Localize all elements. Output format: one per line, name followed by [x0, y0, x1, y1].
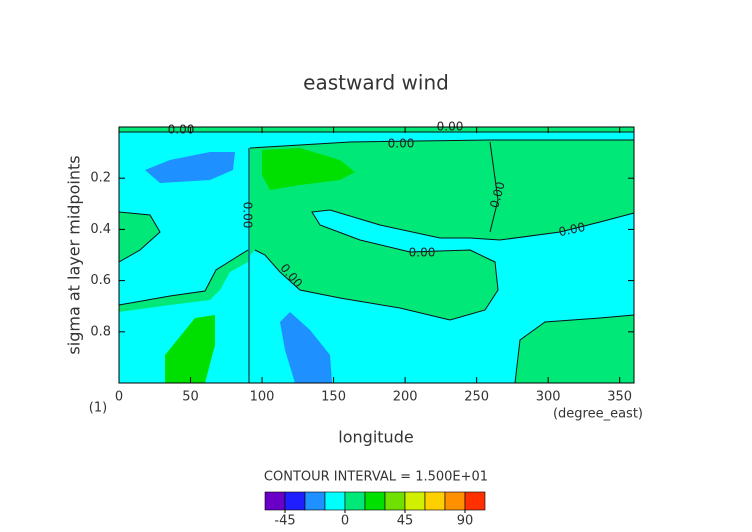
plot-frame — [118, 126, 635, 384]
contour-label: 0.00 — [557, 220, 586, 239]
y-tick-label: 0.4 — [90, 222, 111, 237]
colorbar-box — [324, 491, 346, 511]
x-axis-unit: (degree_east) — [553, 407, 643, 422]
contour-label: 0.00 — [409, 246, 436, 260]
contour-label: 0.00 — [168, 123, 195, 137]
x-tick-label: 50 — [182, 390, 199, 405]
contour-label: 0.00 — [388, 137, 415, 151]
region — [280, 312, 332, 383]
y-axis-unit: (1) — [89, 401, 107, 416]
x-tick-label: 150 — [321, 390, 346, 405]
region — [165, 315, 215, 383]
colorbar-box — [304, 491, 326, 511]
x-tick-label: 100 — [250, 390, 275, 405]
contour-line — [118, 211, 161, 263]
region — [250, 140, 634, 320]
region — [515, 315, 634, 383]
region — [119, 212, 160, 262]
y-tick-label: 0.6 — [90, 273, 111, 288]
colorbar-box — [424, 491, 446, 511]
colorbar-box — [264, 491, 286, 511]
colorbar-tick-label: -45 — [274, 514, 295, 529]
y-tick-label: 0.8 — [90, 324, 111, 339]
contour-label: 0.00 — [241, 202, 255, 229]
region — [119, 250, 248, 312]
colorbar-tick-label: 45 — [397, 514, 414, 529]
colorbar-box — [384, 491, 406, 511]
contour-labels: 0.00 0.00 0.00 0.00 0.00 0.00 0.00 0.00 — [168, 120, 587, 291]
region — [262, 148, 355, 190]
chart-title: eastward wind — [303, 71, 449, 95]
contour-line — [249, 139, 634, 149]
colorbar-box — [404, 491, 426, 511]
colorbar-box — [284, 491, 306, 511]
colorbar-tick-label: 90 — [457, 514, 474, 529]
contour-line — [489, 141, 499, 233]
contour-line — [514, 314, 635, 384]
contour-label: 0.00 — [487, 180, 507, 209]
x-tick-label: 300 — [536, 390, 561, 405]
colorbar-box — [464, 491, 486, 511]
x-tick-label: 250 — [464, 390, 489, 405]
x-tick-label: 350 — [607, 390, 632, 405]
colorbar-box — [444, 491, 466, 511]
contour-field — [119, 127, 634, 383]
region — [145, 152, 235, 183]
contour-line — [254, 209, 635, 321]
colorbar-box — [344, 491, 366, 511]
contour-interval: CONTOUR INTERVAL = 1.500E+01 — [264, 470, 488, 485]
contour-line — [118, 249, 249, 306]
colorbar-box — [364, 491, 386, 511]
x-tick-label: 0 — [115, 390, 123, 405]
x-axis-label: longitude — [338, 428, 413, 447]
y-axis-label: sigma at layer midpoints — [65, 155, 84, 354]
y-tick-label: 0.2 — [90, 171, 111, 186]
x-tick-label: 200 — [393, 390, 418, 405]
region — [119, 127, 634, 132]
colorbar-tick-label: 0 — [341, 514, 349, 529]
